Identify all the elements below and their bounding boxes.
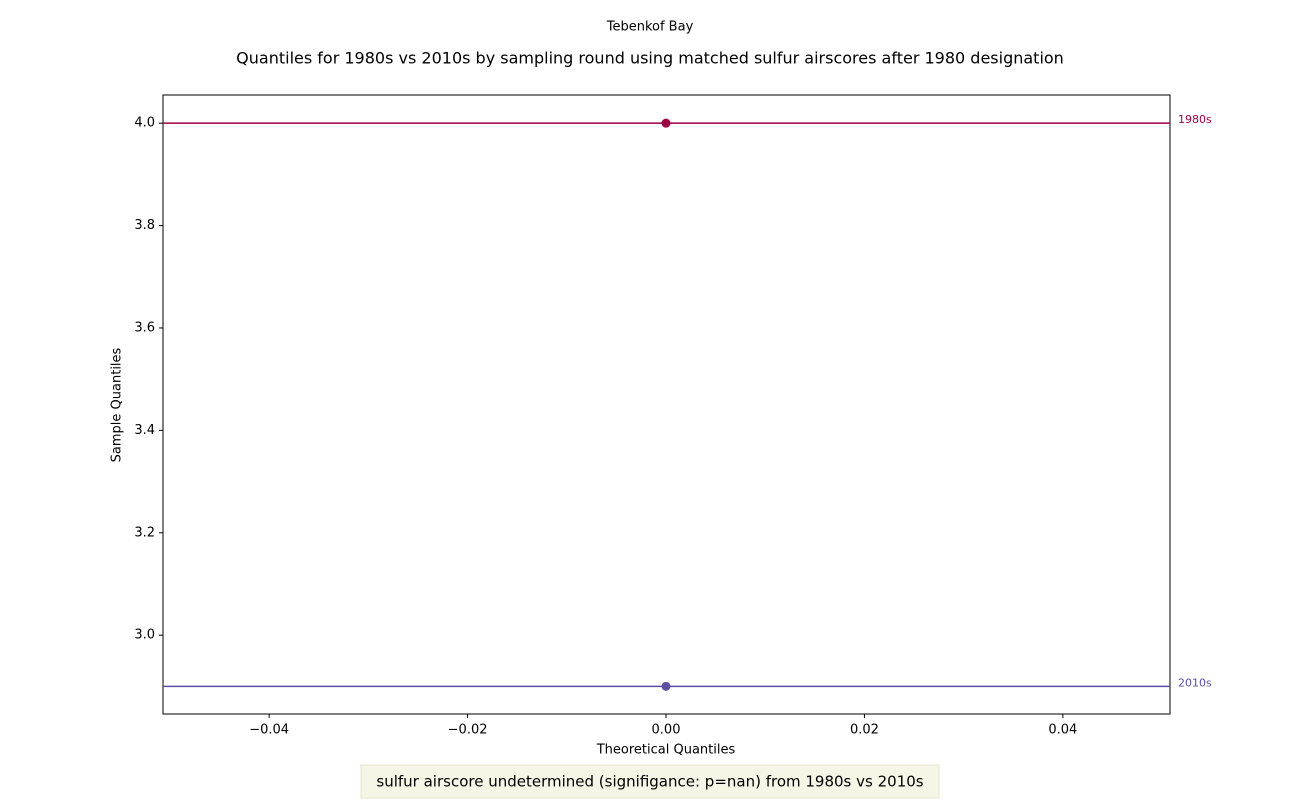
x-tick-label: 0.00 (652, 723, 681, 738)
y-tick-label: 4.0 (134, 116, 155, 131)
y-tick-label: 3.2 (134, 525, 155, 540)
annotation: sulfur airscore undetermined (signifigan… (376, 773, 923, 791)
x-axis-label: Theoretical Quantiles (596, 743, 736, 758)
point (661, 118, 671, 128)
plot-frame (162, 94, 1171, 715)
y-tick-label: 3.0 (134, 628, 155, 643)
y-tick-label: 3.4 (134, 423, 155, 438)
y-tick-label: 3.6 (134, 320, 155, 335)
point (661, 681, 671, 691)
x-tick-label: −0.02 (448, 723, 488, 738)
suptitle: Tebenkof Bay (606, 20, 694, 35)
y-axis-label: Sample Quantiles (110, 347, 125, 462)
annotation-box (360, 764, 940, 799)
y-tick-label: 3.8 (134, 218, 155, 233)
x-tick-label: 0.04 (1048, 723, 1077, 738)
series-label: 1980s (1178, 113, 1212, 126)
x-tick-label: −0.04 (249, 723, 289, 738)
chart-title: Quantiles for 1980s vs 2010s by sampling… (236, 49, 1064, 68)
x-tick-label: 0.02 (850, 723, 879, 738)
series-label: 2010s (1178, 676, 1212, 689)
